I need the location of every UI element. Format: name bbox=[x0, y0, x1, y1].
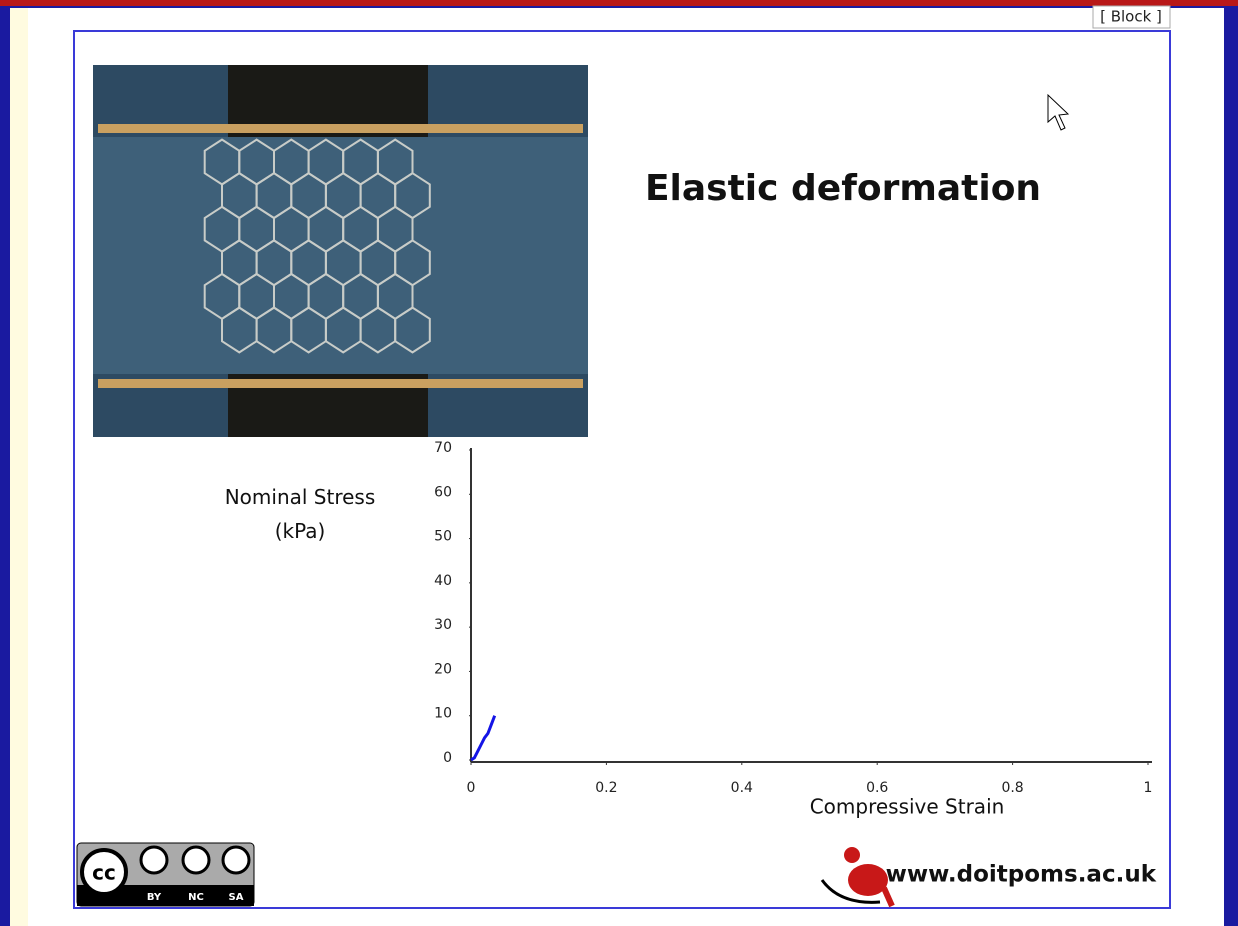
y-axis-label: Nominal Stress (kPa) bbox=[200, 480, 400, 548]
site-url[interactable]: www.doitpoms.ac.uk bbox=[886, 862, 1157, 888]
platen bbox=[98, 124, 583, 133]
video bbox=[93, 65, 588, 437]
x-tick-label: 1 bbox=[1144, 780, 1153, 796]
y-tick-label: 20 bbox=[434, 661, 452, 677]
cc-text: cc bbox=[92, 861, 116, 885]
y-tick-label: 0 bbox=[443, 750, 452, 766]
specimen-bg bbox=[93, 137, 588, 374]
block-label[interactable]: [ Block ] bbox=[1100, 8, 1162, 26]
license-badge: cc BY NC SA bbox=[77, 843, 254, 906]
video-title: Elastic deformation bbox=[645, 168, 1041, 209]
icon bbox=[223, 847, 249, 873]
kangaroo-body bbox=[848, 864, 888, 896]
y-tick-label: 50 bbox=[434, 529, 452, 545]
player: [ Block ] Elastic deformation 0102030405… bbox=[0, 0, 1238, 926]
x-tick-label: 0 bbox=[467, 780, 476, 796]
y-tick-label: 70 bbox=[434, 440, 452, 456]
icon bbox=[141, 847, 167, 873]
badge-label: SA bbox=[229, 892, 244, 903]
platen bbox=[98, 379, 583, 388]
badge-label: BY bbox=[147, 892, 162, 903]
y-tick-label: 60 bbox=[434, 484, 452, 500]
badge-label: NC bbox=[188, 892, 204, 903]
y-tick-label: 30 bbox=[434, 617, 452, 633]
x-axis-label: Compressive Strain bbox=[810, 795, 1005, 819]
y-tick-label: 10 bbox=[434, 706, 452, 722]
kangaroo-head bbox=[844, 847, 860, 863]
icon bbox=[183, 847, 209, 873]
x-tick-label: 0.4 bbox=[731, 780, 753, 796]
x-tick-label: 0.8 bbox=[1001, 780, 1023, 796]
x-tick-label: 0.2 bbox=[595, 780, 617, 796]
y-tick-label: 40 bbox=[434, 573, 452, 589]
page: [ Block ] Elastic deformation 0102030405… bbox=[0, 0, 1238, 926]
